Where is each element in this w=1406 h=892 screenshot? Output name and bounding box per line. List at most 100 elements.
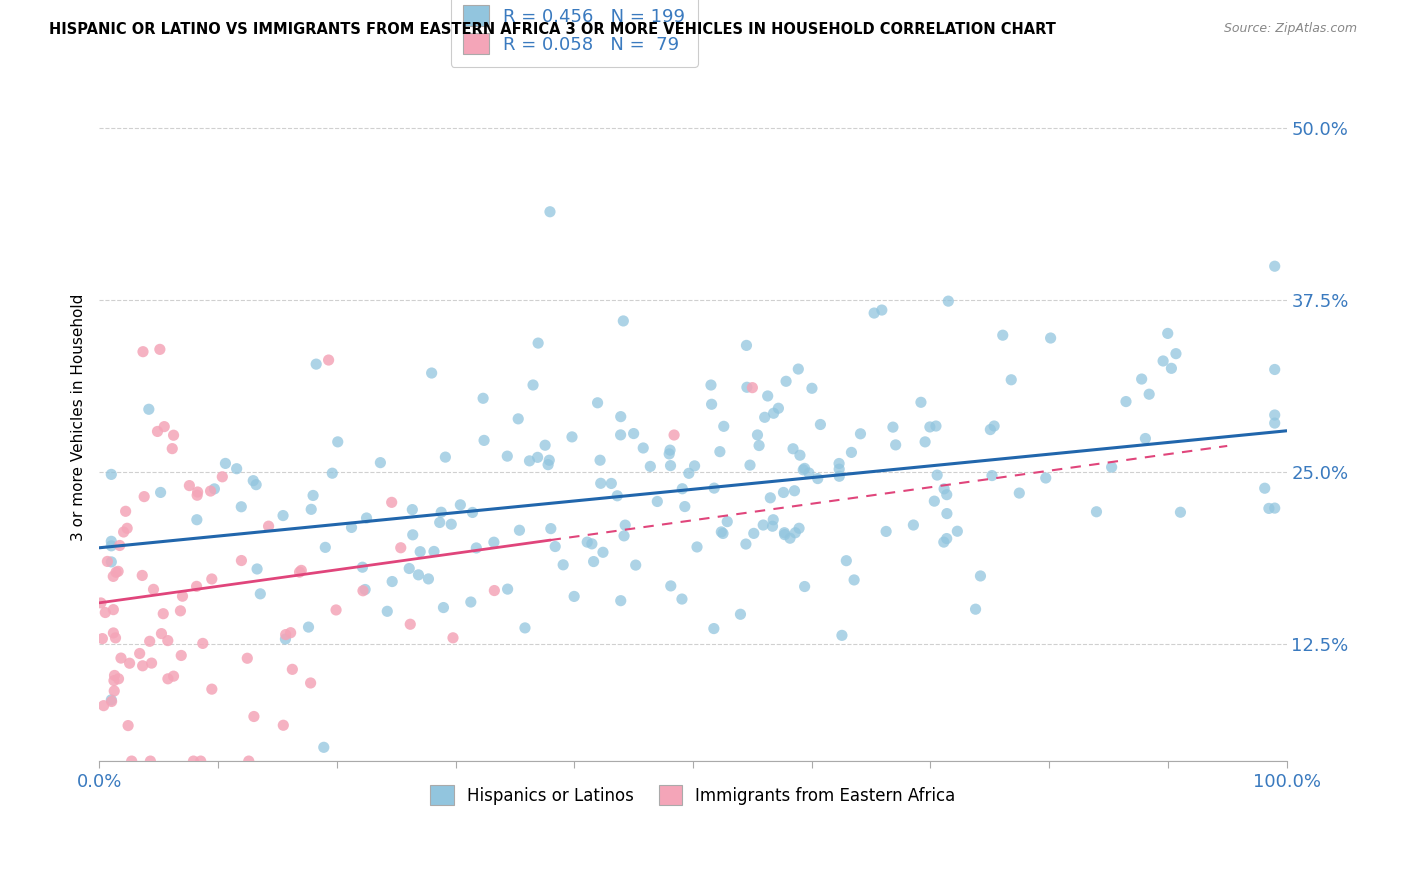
- Point: [787, 362, 810, 376]
- Point: [792, 463, 814, 477]
- Point: [314, 541, 336, 555]
- Point: [103, 668, 125, 682]
- Point: [735, 380, 758, 394]
- Legend: Hispanics or Latinos, Immigrants from Eastern Africa: Hispanics or Latinos, Immigrants from Ea…: [420, 775, 966, 814]
- Point: [290, 563, 312, 577]
- Point: [538, 453, 561, 467]
- Point: [430, 505, 453, 519]
- Point: [662, 428, 685, 442]
- Point: [658, 447, 681, 461]
- Point: [609, 409, 631, 424]
- Point: [983, 419, 1005, 434]
- Point: [236, 651, 259, 665]
- Point: [735, 537, 758, 551]
- Point: [231, 553, 253, 567]
- Point: [104, 631, 127, 645]
- Point: [128, 647, 150, 661]
- Point: [465, 541, 488, 555]
- Point: [238, 754, 260, 768]
- Point: [325, 603, 347, 617]
- Point: [678, 467, 700, 481]
- Point: [354, 582, 377, 597]
- Point: [326, 434, 349, 449]
- Point: [519, 454, 541, 468]
- Point: [526, 450, 548, 465]
- Point: [659, 443, 682, 458]
- Point: [231, 500, 253, 514]
- Point: [711, 526, 734, 541]
- Point: [592, 545, 614, 559]
- Point: [828, 469, 851, 483]
- Point: [981, 468, 1004, 483]
- Point: [423, 544, 446, 558]
- Point: [935, 488, 957, 502]
- Point: [828, 462, 851, 476]
- Point: [131, 658, 153, 673]
- Point: [271, 508, 294, 523]
- Point: [389, 541, 412, 555]
- Point: [482, 535, 505, 549]
- Point: [703, 481, 725, 495]
- Point: [100, 693, 122, 707]
- Point: [935, 507, 957, 521]
- Point: [179, 478, 201, 492]
- Point: [849, 426, 872, 441]
- Point: [1137, 387, 1160, 401]
- Point: [418, 572, 440, 586]
- Point: [787, 521, 810, 535]
- Point: [1115, 394, 1137, 409]
- Point: [647, 494, 669, 508]
- Point: [540, 522, 562, 536]
- Point: [449, 498, 471, 512]
- Y-axis label: 3 or more Vehicles in Household: 3 or more Vehicles in Household: [72, 293, 86, 541]
- Point: [100, 467, 122, 482]
- Point: [671, 482, 693, 496]
- Point: [863, 306, 886, 320]
- Point: [214, 457, 236, 471]
- Point: [586, 396, 609, 410]
- Point: [186, 488, 208, 502]
- Point: [742, 526, 765, 541]
- Point: [581, 537, 603, 551]
- Point: [775, 374, 797, 388]
- Point: [918, 420, 941, 434]
- Point: [553, 558, 575, 572]
- Point: [671, 592, 693, 607]
- Point: [162, 669, 184, 683]
- Point: [201, 682, 224, 697]
- Point: [527, 336, 550, 351]
- Point: [121, 754, 143, 768]
- Point: [747, 428, 769, 442]
- Point: [623, 426, 645, 441]
- Point: [773, 525, 796, 540]
- Point: [281, 662, 304, 676]
- Point: [534, 438, 557, 452]
- Point: [170, 648, 193, 663]
- Point: [100, 539, 122, 553]
- Point: [118, 657, 141, 671]
- Point: [138, 402, 160, 417]
- Point: [756, 389, 779, 403]
- Point: [562, 590, 585, 604]
- Point: [1008, 486, 1031, 500]
- Point: [1157, 326, 1180, 341]
- Point: [773, 527, 796, 541]
- Point: [100, 555, 122, 569]
- Point: [186, 513, 208, 527]
- Point: [149, 485, 172, 500]
- Point: [783, 483, 806, 498]
- Point: [202, 482, 225, 496]
- Point: [243, 709, 266, 723]
- Point: [249, 587, 271, 601]
- Point: [991, 328, 1014, 343]
- Point: [152, 607, 174, 621]
- Point: [460, 595, 482, 609]
- Point: [614, 518, 637, 533]
- Point: [496, 582, 519, 596]
- Point: [683, 458, 706, 473]
- Point: [399, 617, 422, 632]
- Point: [132, 344, 155, 359]
- Point: [94, 606, 117, 620]
- Point: [1264, 259, 1286, 273]
- Point: [375, 604, 398, 618]
